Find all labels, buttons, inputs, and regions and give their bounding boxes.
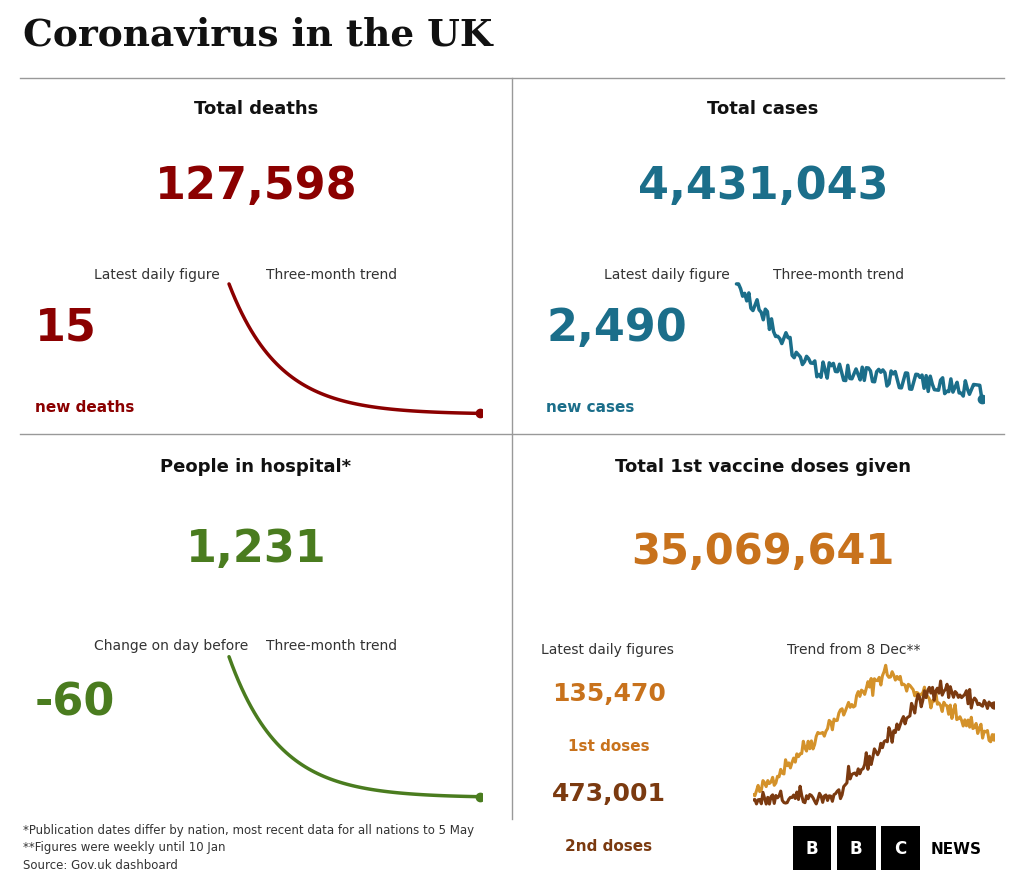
Text: Total deaths: Total deaths bbox=[194, 100, 318, 119]
Text: Source: Gov.uk dashboard: Source: Gov.uk dashboard bbox=[23, 858, 177, 871]
Text: C: C bbox=[894, 839, 906, 857]
Text: 15: 15 bbox=[35, 306, 96, 349]
FancyBboxPatch shape bbox=[881, 826, 920, 870]
Text: Trend from 8 Dec**: Trend from 8 Dec** bbox=[786, 643, 921, 656]
FancyBboxPatch shape bbox=[793, 826, 831, 870]
Text: Coronavirus in the UK: Coronavirus in the UK bbox=[23, 17, 492, 54]
Text: 1st doses: 1st doses bbox=[568, 738, 649, 753]
Text: Total 1st vaccine doses given: Total 1st vaccine doses given bbox=[614, 457, 911, 476]
FancyBboxPatch shape bbox=[837, 826, 876, 870]
Text: new cases: new cases bbox=[547, 399, 635, 414]
Text: Change on day before: Change on day before bbox=[94, 638, 248, 652]
Text: Latest daily figures: Latest daily figures bbox=[542, 643, 675, 656]
Text: **Figures were weekly until 10 Jan: **Figures were weekly until 10 Jan bbox=[23, 840, 225, 853]
Text: 1,231: 1,231 bbox=[185, 527, 327, 570]
Text: 127,598: 127,598 bbox=[155, 164, 357, 207]
Text: -60: -60 bbox=[35, 680, 115, 723]
Text: 135,470: 135,470 bbox=[552, 680, 666, 705]
Text: 35,069,641: 35,069,641 bbox=[631, 530, 895, 572]
Text: 2,490: 2,490 bbox=[547, 306, 687, 349]
Text: 4,431,043: 4,431,043 bbox=[638, 164, 888, 207]
Text: B: B bbox=[806, 839, 818, 857]
Text: new deaths: new deaths bbox=[35, 399, 134, 414]
Text: 473,001: 473,001 bbox=[552, 781, 666, 805]
Text: NEWS: NEWS bbox=[931, 840, 981, 856]
Text: 2nd doses: 2nd doses bbox=[565, 838, 652, 853]
Text: Total cases: Total cases bbox=[708, 100, 818, 119]
Text: Latest daily figure: Latest daily figure bbox=[604, 268, 730, 282]
Text: *Publication dates differ by nation, most recent data for all nations to 5 May: *Publication dates differ by nation, mos… bbox=[23, 823, 474, 836]
Text: Latest daily figure: Latest daily figure bbox=[94, 268, 219, 282]
Text: People in hospital*: People in hospital* bbox=[161, 457, 351, 476]
Text: Three-month trend: Three-month trend bbox=[266, 268, 397, 282]
Text: Three-month trend: Three-month trend bbox=[772, 268, 903, 282]
Text: B: B bbox=[850, 839, 862, 857]
Text: Three-month trend: Three-month trend bbox=[266, 638, 397, 652]
